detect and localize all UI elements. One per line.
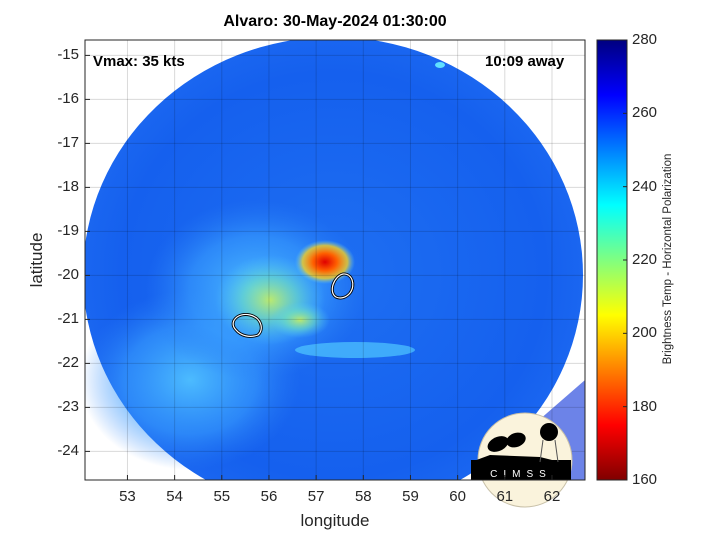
colorbar: [596, 39, 628, 481]
y-tick-label: -24: [57, 442, 79, 460]
x-tick-label: 55: [213, 488, 231, 505]
x-tick-label: 53: [119, 488, 136, 505]
x-tick-label: 58: [354, 488, 372, 505]
y-tick-label: -22: [57, 354, 79, 372]
cold-core: [295, 240, 355, 284]
colorbar-tick-label: 220: [632, 251, 658, 268]
tick-marks: [85, 39, 627, 481]
x-tick-label: 56: [260, 488, 278, 505]
y-tick-label: -16: [57, 90, 79, 108]
chart-title: Alvaro: 30-May-2024 01:30:00: [223, 13, 447, 30]
colorbar-tick-label: 200: [632, 324, 658, 342]
vmax-annotation: Vmax: 35 kts: [93, 53, 185, 70]
colorbar-tick-label: 240: [632, 177, 658, 195]
y-tick-label: -17: [57, 134, 79, 152]
colorbar-label: Brightness Temp - Horizontal Polarizatio…: [662, 153, 674, 365]
y-tick-label: -20: [57, 266, 79, 284]
x-axis-label: longitude: [300, 511, 370, 530]
x-tick-label: 59: [402, 488, 419, 505]
cimss-logo: CIMSS: [471, 412, 573, 508]
svg-text:CIMSS: CIMSS: [490, 469, 552, 480]
y-tick-label: -15: [57, 46, 79, 64]
x-tick-label: 54: [166, 488, 183, 505]
y-tick-label: -18: [57, 178, 79, 196]
y-tick-label: -23: [57, 398, 79, 416]
x-tick-label: 57: [307, 488, 325, 505]
colorbar-tick-label: 180: [632, 397, 658, 415]
y-tick-label: -21: [57, 310, 79, 328]
x-tick-label: 61: [496, 488, 514, 505]
x-tick-label: 60: [449, 488, 466, 505]
colorbar-tick-label: 260: [632, 104, 658, 122]
colorbar-tick-label: 280: [632, 31, 658, 48]
grid: [85, 40, 585, 480]
axes-box: [84, 39, 586, 481]
colorbar-tick-label: 160: [632, 471, 658, 488]
time-away-annotation: 10:09 away: [485, 53, 565, 70]
x-tick-label: 62: [543, 488, 561, 505]
y-tick-label: -19: [57, 222, 79, 240]
